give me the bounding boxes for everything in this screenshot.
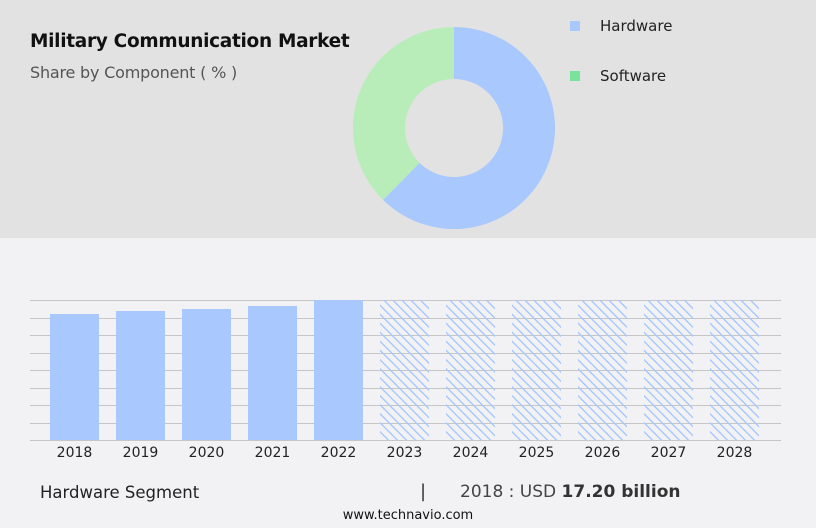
bar-2027 <box>644 300 693 440</box>
source-url: www.technavio.com <box>342 508 474 523</box>
bar-2023 <box>380 300 429 440</box>
bar-2021 <box>248 306 297 440</box>
bar-2018 <box>50 313 99 440</box>
x-axis-label: 2027 <box>650 445 687 461</box>
legend-swatch-hardware <box>570 21 580 31</box>
bar-2022 <box>314 300 363 440</box>
donut-slice-software <box>353 27 454 200</box>
gridline <box>30 440 781 441</box>
legend-label-software: Software <box>600 67 667 85</box>
chart-title: Military Communication Market <box>30 31 350 52</box>
bar-2028 <box>710 300 759 440</box>
donut-slice-hardware <box>383 27 555 229</box>
x-axis-label: 2021 <box>254 445 291 461</box>
x-axis-label: 2018 <box>56 445 93 461</box>
x-axis-label: 2024 <box>452 445 489 461</box>
share-panel: Military Communication Market Share by C… <box>0 0 816 238</box>
donut-chart <box>353 27 555 229</box>
bar-2019 <box>116 310 165 440</box>
x-axis-label: 2020 <box>188 445 225 461</box>
x-axis-label: 2025 <box>518 445 555 461</box>
x-axis-label: 2026 <box>584 445 621 461</box>
bar-2020 <box>182 309 231 440</box>
x-axis-label: 2022 <box>320 445 357 461</box>
segment-value-amount: 17.20 billion <box>561 482 681 502</box>
x-axis-label: 2023 <box>386 445 423 461</box>
bar-2026 <box>578 300 627 440</box>
footer-separator: | <box>420 481 427 502</box>
segment-label: Hardware Segment <box>40 483 200 502</box>
legend-item-hardware: Hardware <box>570 17 672 35</box>
chart-subtitle: Share by Component ( % ) <box>30 63 238 82</box>
legend-item-software: Software <box>570 67 666 85</box>
x-axis-label: 2028 <box>716 445 753 461</box>
legend-swatch-software <box>570 71 580 81</box>
bar-2025 <box>512 300 561 440</box>
segment-value-prefix: 2018 : USD <box>460 482 562 502</box>
legend-label-hardware: Hardware <box>600 17 673 35</box>
segment-value: 2018 : USD 17.20 billion <box>460 482 680 502</box>
bar-2024 <box>446 300 495 440</box>
x-axis-label: 2019 <box>122 445 159 461</box>
